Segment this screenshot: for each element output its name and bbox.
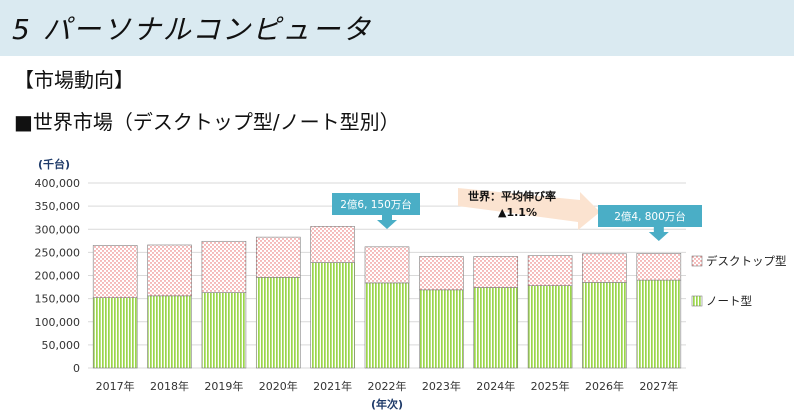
callout-2022-box bbox=[332, 193, 420, 215]
y-tick-label: 250,000 bbox=[35, 246, 81, 259]
axes: 400,000 350,000 300,000 250,000 200,000 150,0… bbox=[35, 157, 679, 411]
y-unit-label: (千台) bbox=[38, 157, 70, 171]
bar-segment bbox=[364, 282, 410, 369]
legend-label: デスクトップ型 bbox=[706, 254, 787, 268]
x-tick-label: 2026年 bbox=[585, 379, 624, 393]
bar-segment bbox=[201, 240, 247, 293]
bar-segment bbox=[364, 246, 410, 284]
bar-segment bbox=[310, 226, 355, 263]
x-tick-label: 2018年 bbox=[150, 379, 189, 393]
annotations: 世界：平均伸び率 ▲1.1% 2億6, 150万台 2億4, 800万台 bbox=[332, 188, 702, 241]
x-tick-label: 2024年 bbox=[476, 379, 515, 393]
y-tick-label: 400,000 bbox=[35, 177, 81, 190]
x-tick-label: 2025年 bbox=[531, 379, 570, 393]
y-tick-label: 0 bbox=[73, 362, 80, 375]
legend-label: ノート型 bbox=[706, 294, 752, 308]
x-tick-label: 2021年 bbox=[313, 379, 352, 393]
y-tick-label: 350,000 bbox=[35, 200, 81, 213]
x-tick-label: 2017年 bbox=[96, 379, 135, 393]
y-tick-label: 150,000 bbox=[35, 293, 81, 306]
bar-segment bbox=[473, 256, 519, 288]
callout-2027-box bbox=[598, 205, 702, 227]
callout-2022-text: 2億6, 150万台 bbox=[340, 198, 412, 211]
section-label: 【市場動向】 bbox=[14, 68, 134, 92]
x-tick-label: 2019年 bbox=[204, 379, 243, 393]
x-tick-label: 2027年 bbox=[639, 379, 678, 393]
bar-segment bbox=[255, 277, 301, 369]
x-tick-label: 2023年 bbox=[422, 379, 461, 393]
bar-segment bbox=[582, 253, 627, 283]
bar-segment bbox=[147, 244, 192, 297]
bar-segment bbox=[147, 295, 192, 369]
bar-segment bbox=[419, 256, 464, 291]
bar-segment bbox=[419, 289, 464, 369]
y-tick-label: 200,000 bbox=[35, 270, 81, 283]
x-tick-label: 2020年 bbox=[259, 379, 298, 393]
growth-label: 世界：平均伸び率 bbox=[468, 189, 556, 203]
x-axis-label: (年次) bbox=[371, 397, 403, 411]
y-tick-label: 50,000 bbox=[42, 339, 81, 352]
bar-segment bbox=[310, 262, 355, 369]
bar-segment bbox=[255, 236, 301, 278]
title-bar: 5 パーソナルコンピュータ bbox=[0, 0, 794, 56]
bar-segment bbox=[527, 285, 573, 369]
bar-segment bbox=[201, 292, 247, 369]
legend-swatch bbox=[691, 255, 703, 267]
y-tick-label: 300,000 bbox=[35, 223, 81, 236]
legend-swatch bbox=[691, 295, 703, 307]
bar-segment bbox=[92, 245, 138, 299]
callout-2027-pointer bbox=[648, 227, 669, 241]
growth-value: ▲1.1% bbox=[498, 206, 537, 219]
x-tick-label: 2022年 bbox=[368, 379, 407, 393]
y-tick-label: 100,000 bbox=[35, 316, 81, 329]
page-title: 5 パーソナルコンピュータ bbox=[12, 13, 373, 46]
bar-segment bbox=[636, 253, 682, 281]
bar-segment bbox=[92, 297, 138, 369]
growth-arrow bbox=[458, 188, 600, 230]
bars bbox=[92, 226, 682, 369]
bar-segment bbox=[473, 287, 519, 369]
chart-subtitle: ■世界市場（デスクトップ型/ノート型別） bbox=[14, 110, 400, 134]
bar-segment bbox=[582, 282, 627, 369]
bar-segment bbox=[527, 255, 573, 286]
bar-segment bbox=[636, 279, 682, 369]
callout-2027-text: 2億4, 800万台 bbox=[614, 210, 686, 223]
callout-2022-pointer bbox=[377, 215, 397, 229]
